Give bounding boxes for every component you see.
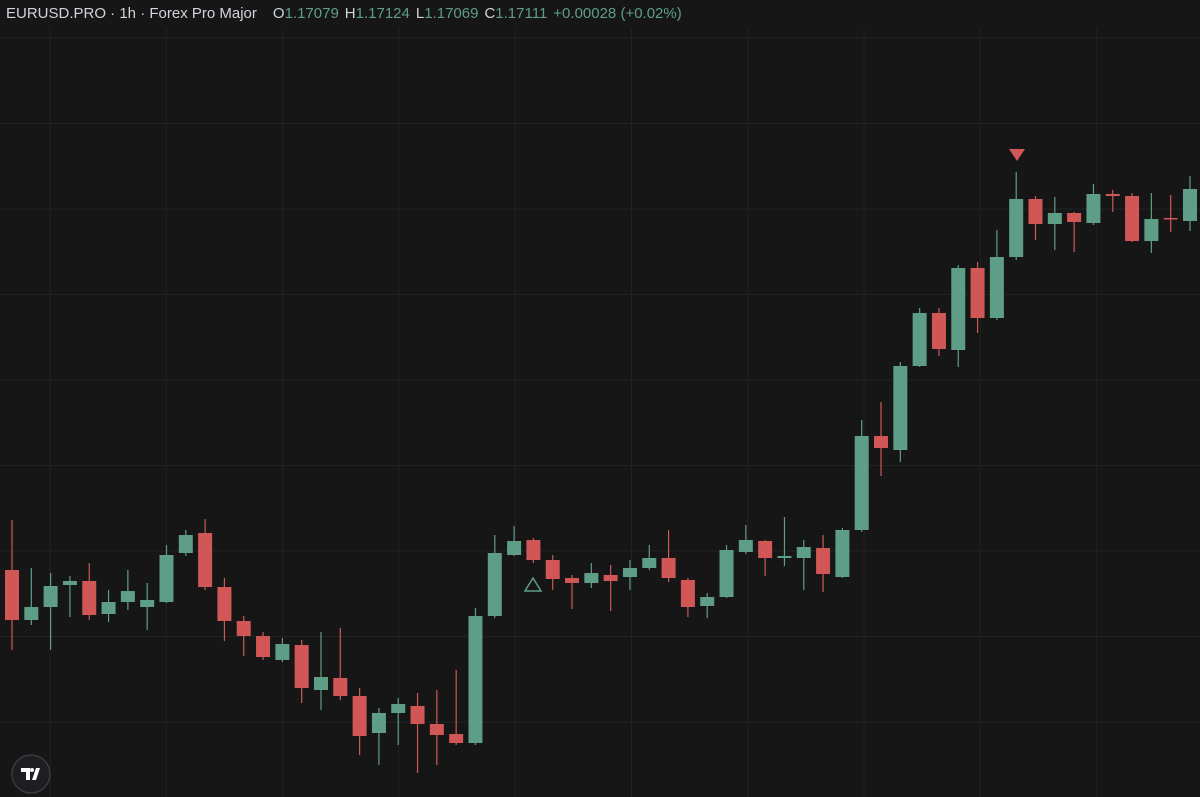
candle-body: [1086, 194, 1101, 223]
candle-body: [854, 436, 869, 530]
candle-body: [989, 257, 1004, 318]
candle-body: [796, 547, 811, 558]
candle-body: [545, 560, 560, 579]
candle-body: [912, 313, 927, 366]
candle-body: [738, 540, 753, 552]
candle-body: [120, 591, 135, 602]
candle-body: [1105, 194, 1120, 196]
change: +0.00028 (+0.02%): [553, 4, 682, 22]
candle-body: [391, 704, 406, 713]
candle-body: [449, 734, 464, 743]
candle-body: [198, 533, 213, 587]
ohlc-key: H: [344, 4, 356, 22]
candle-body: [82, 581, 97, 615]
legend: EURUSD.PRO · 1h · Forex Pro Major O 1.170…: [6, 3, 682, 23]
candle-body: [5, 570, 19, 620]
candle-body: [371, 713, 386, 733]
logo-mark: [21, 768, 40, 780]
candle-body: [429, 724, 444, 735]
candle-body: [1144, 219, 1159, 241]
candle-body: [1163, 218, 1178, 220]
candle-body: [777, 556, 792, 558]
candle-body: [874, 436, 889, 448]
candle-body: [893, 366, 908, 450]
candle-body: [159, 555, 174, 602]
candle-body: [62, 581, 77, 585]
candle-body: [1028, 199, 1043, 224]
candle-body: [951, 268, 966, 350]
candle-body: [236, 621, 251, 636]
candle-body: [603, 575, 618, 581]
candle-body: [43, 586, 58, 607]
candle-body: [256, 636, 271, 657]
candle-body: [101, 602, 116, 614]
logo[interactable]: [11, 754, 51, 794]
candle-body: [1125, 196, 1140, 241]
candle-body: [835, 530, 850, 577]
candle-body: [584, 573, 599, 583]
candle-body: [24, 607, 39, 620]
candle-body: [217, 587, 232, 621]
candle-body: [487, 553, 502, 616]
candle-body: [410, 706, 425, 724]
ohlc-key: O: [272, 4, 285, 22]
sell-signal: [1009, 149, 1025, 161]
candle-body: [352, 696, 367, 736]
candle-body: [1009, 199, 1024, 257]
grid: [0, 28, 1200, 797]
ohlc-value: 1.17124: [355, 4, 410, 22]
candle-body: [970, 268, 985, 318]
candle-body: [931, 313, 946, 349]
candle-body: [680, 580, 695, 607]
candle-body: [526, 540, 541, 560]
candle-body: [642, 558, 657, 568]
candle-body: [333, 678, 348, 696]
candles: [5, 172, 1197, 773]
buy-signal: [523, 576, 543, 592]
candle-body: [565, 578, 580, 583]
logo-dot: [30, 768, 34, 772]
candle-body: [275, 644, 290, 660]
candle-body: [1067, 213, 1082, 222]
candle-body: [507, 541, 522, 555]
candle-body: [140, 600, 155, 607]
ohlc-key: L: [415, 4, 425, 22]
candle-body: [719, 550, 734, 597]
candle-body: [1047, 213, 1062, 224]
candle-body: [661, 558, 676, 578]
candle-body: [313, 677, 328, 690]
candle-body: [1183, 189, 1197, 221]
logo-circle: [11, 754, 51, 794]
candle-body: [622, 568, 637, 577]
candle-body: [816, 548, 831, 574]
ohlc-key: C: [484, 4, 496, 22]
ohlc-value: 1.17111: [495, 4, 548, 22]
ohlc-value: 1.17079: [284, 4, 339, 22]
candle-body: [758, 541, 773, 558]
candle-body: [178, 535, 193, 553]
symbol-title: EURUSD.PRO · 1h · Forex Pro Major: [6, 4, 257, 22]
ohlc-value: 1.17069: [424, 4, 479, 22]
candle-body: [700, 597, 715, 606]
candle-body: [468, 616, 483, 743]
candle-body: [294, 645, 309, 688]
